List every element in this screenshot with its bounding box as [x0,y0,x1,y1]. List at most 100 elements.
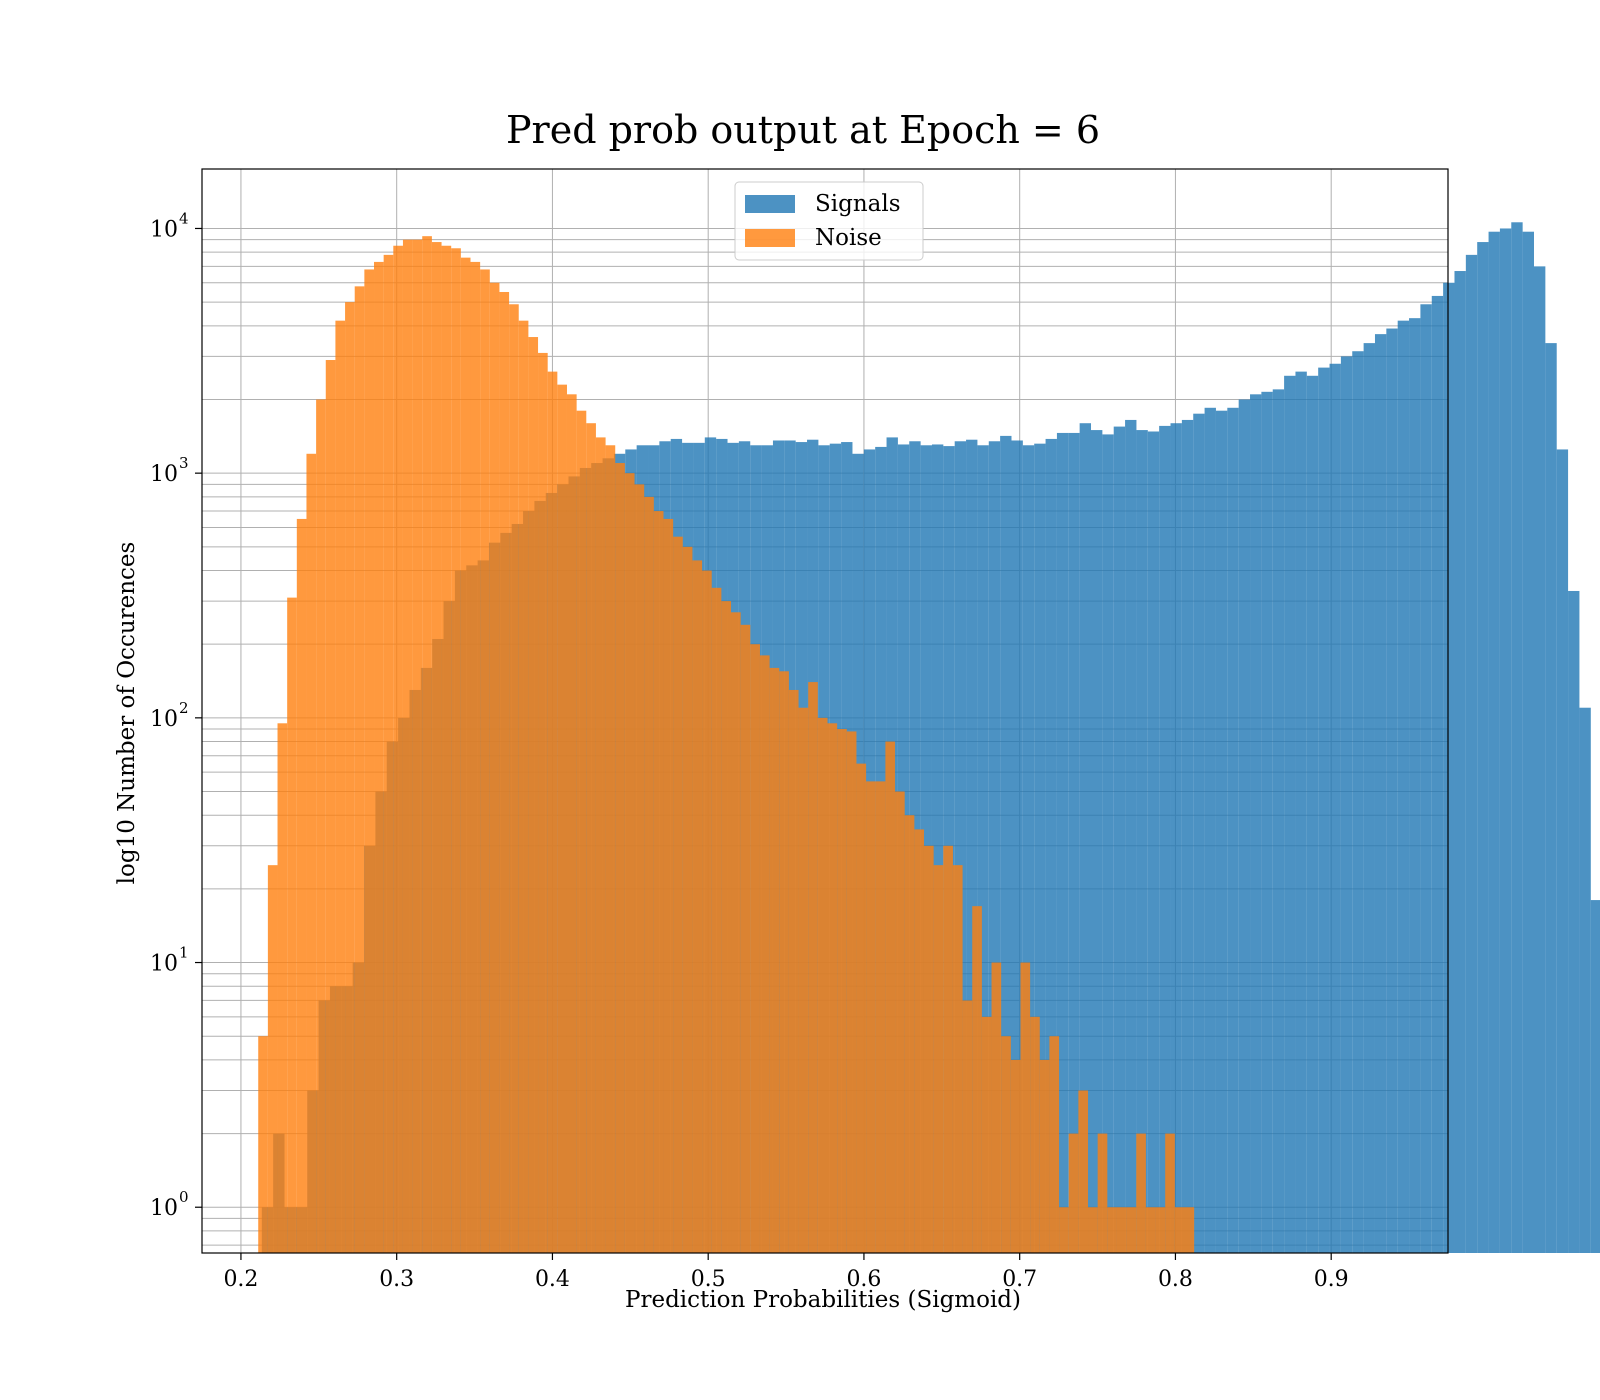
bar-noise [1184,1207,1195,1253]
bar-noise [422,236,432,1254]
bar-noise [509,304,519,1253]
bar-signals [1056,432,1069,1253]
bar-signals [1420,304,1432,1253]
bar-signals [1454,271,1466,1253]
bar-noise [460,257,471,1254]
bar-signals [1125,419,1137,1253]
bar-noise [566,394,577,1254]
bar-noise [374,261,384,1254]
bar-signals [977,445,989,1253]
bar-noise [518,320,529,1253]
bar-signals [1397,320,1410,1253]
bar-noise [267,865,278,1253]
bar-noise [952,865,963,1253]
bar-noise [1020,962,1031,1253]
bar-noise [364,269,375,1253]
bar-noise [827,723,838,1253]
bar-signals [1091,430,1103,1253]
bar-signals [1386,328,1398,1253]
x-axis-label: Prediction Probabilities (Sigmoid) [625,1287,1021,1313]
bar-noise [441,245,452,1253]
bar-noise [991,962,1002,1253]
bar-noise [740,624,751,1253]
bar-signals [1215,410,1228,1254]
bar-signals [1079,423,1092,1253]
bar-noise [538,352,548,1253]
bar-noise [489,282,500,1253]
bar-signals [1136,430,1148,1253]
bar-noise [316,399,326,1253]
bar-noise [731,612,741,1253]
bar-signals [988,441,1001,1253]
bar-signals [1261,391,1273,1254]
bar-signals [1511,222,1523,1254]
bar-signals [1590,900,1600,1253]
x-tick-label: 0.8 [1158,1267,1193,1292]
bar-noise [595,437,606,1253]
bar-signals [1306,375,1319,1254]
bar-noise [1039,1059,1050,1253]
bar-noise [480,269,490,1253]
bar-noise [933,865,944,1253]
bar-noise [383,254,394,1254]
bar-noise [1097,1133,1108,1253]
bar-noise [1001,1036,1011,1253]
x-tick-label: 0.4 [535,1267,570,1292]
bar-noise [875,781,886,1253]
y-tick-exponent: 3 [179,454,189,472]
legend-swatch-noise [745,229,795,247]
bar-noise [943,845,953,1253]
bar-noise [721,601,732,1253]
y-axis-label: log10 Number of Occurences [114,542,140,885]
bar-noise [817,717,828,1253]
y-tick-exponent: 4 [179,209,189,227]
bar-signals [1068,432,1080,1253]
x-tick-label: 0.5 [691,1267,726,1292]
bar-noise [885,741,896,1253]
bar-noise [962,1000,973,1253]
bar-noise [1010,1059,1021,1253]
bar-noise [1068,1133,1079,1253]
bar-noise [904,815,915,1253]
legend: Signals Noise [734,181,924,261]
bar-signals [1045,438,1057,1253]
bar-noise [586,423,596,1253]
bar-signals [1227,407,1239,1253]
bar-noise [788,689,799,1253]
bar-noise [615,463,625,1253]
bar-noise [470,261,481,1254]
bar-signals [931,444,944,1253]
bar-noise [663,518,674,1253]
bar-noise [653,511,664,1253]
bar-noise [605,445,616,1253]
bar-noise [412,239,423,1253]
bar-noise [895,791,905,1253]
bar-signals [1193,413,1205,1254]
bar-signals [1329,363,1341,1254]
series-noise [258,236,1195,1254]
y-tick-label: 10 [150,217,178,242]
bar-noise [1174,1207,1185,1253]
bar-noise [431,242,442,1253]
bar-noise [837,729,847,1253]
bar-signals [1443,282,1455,1253]
bar-noise [866,781,876,1253]
bar-signals [1318,367,1330,1253]
bar-noise [296,518,307,1253]
y-tick-exponent: 0 [179,1188,189,1206]
bar-signals [1034,443,1046,1253]
legend-label-noise: Noise [815,225,882,251]
bar-noise [846,731,857,1253]
legend-label-signals: Signals [815,191,901,217]
y-tick-label: 10 [150,1196,178,1221]
y-tick-label: 10 [150,707,178,732]
x-tick-label: 0.9 [1314,1267,1349,1292]
bar-noise [923,845,934,1253]
bar-noise [914,829,924,1253]
bar-noise [1126,1207,1137,1253]
bar-noise [1165,1133,1175,1253]
bar-noise [779,671,789,1253]
bar-noise [682,546,693,1253]
